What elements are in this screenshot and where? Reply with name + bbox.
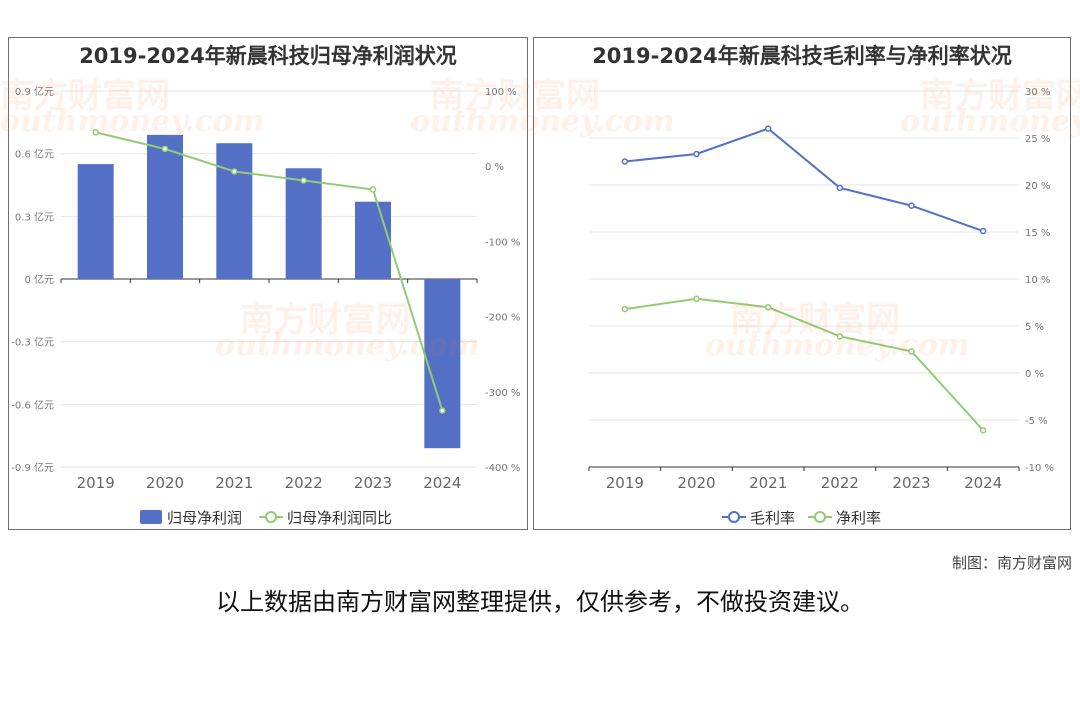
chart-title: 2019-2024年新晨科技毛利率与净利率状况 <box>592 44 1012 68</box>
line-series-0 <box>624 127 984 233</box>
chart-panel-margins: 2019-2024年新晨科技毛利率与净利率状况 30 % 25 % 20 % 15 %… <box>533 37 1071 530</box>
legend-label: 净利率 <box>836 509 881 527</box>
bar-2019 <box>77 164 114 279</box>
x-tick-label: 2021 <box>749 474 787 492</box>
point-series-1-2021 <box>764 303 772 311</box>
point-series-0-2021 <box>764 125 772 132</box>
y-right-tick-label: 5 % <box>1025 322 1044 333</box>
y-right-tick-label: 30 % <box>1025 87 1050 98</box>
y-left-tick-label: 0.3 亿元 <box>15 210 54 223</box>
y-right-tick-label: -300 % <box>485 388 520 399</box>
legend-line-marker <box>265 511 277 523</box>
x-tick-label: 2021 <box>215 474 253 492</box>
line-series-1 <box>624 297 984 432</box>
y-right-tick-label: -400 % <box>485 463 520 474</box>
x-tick-label: 2022 <box>285 474 323 492</box>
legend-line-marker <box>814 511 826 523</box>
point-yoy-2024 <box>439 407 446 414</box>
x-tick-label: 2019 <box>77 474 115 492</box>
point-series-0-2023 <box>908 202 915 209</box>
bar-2023 <box>355 201 391 279</box>
point-series-0-2020 <box>693 150 700 158</box>
point-series-1-2023 <box>908 348 915 355</box>
chart-panel-net-profit: 2019-2024年新晨科技归母净利润状况 0.9 亿元 0.6 亿元 0.3 亿元… <box>8 37 528 530</box>
margin-chart: 30 % 25 % 20 % 15 % 10 % 5 % 0 % -5 % -10 % 2019 2… <box>588 87 1054 527</box>
y-right-tick-label: 10 % <box>1025 275 1050 286</box>
line-yoy <box>95 131 444 411</box>
x-tick-label: 2024 <box>964 474 1002 492</box>
point-series-1-2019 <box>621 305 629 313</box>
x-tick-label: 2023 <box>892 474 930 492</box>
bar-2020 <box>147 134 183 279</box>
x-tick-label: 2020 <box>146 474 184 492</box>
chart-credit: 制图：南方财富网 <box>951 554 1072 572</box>
y-right-tick-label: 25 % <box>1025 134 1050 145</box>
y-right-tick-label: 0 % <box>485 162 504 173</box>
point-yoy-2019 <box>92 129 99 136</box>
x-tick-label: 2023 <box>354 474 392 492</box>
point-yoy-2023 <box>369 186 377 193</box>
point-series-0-2022 <box>836 184 844 192</box>
y-right-tick-label: -10 % <box>1025 463 1054 474</box>
point-yoy-2022 <box>300 177 307 184</box>
y-left-tick-label: 0.6 亿元 <box>15 148 54 161</box>
point-yoy-2020 <box>161 145 169 153</box>
point-series-1-2022 <box>836 333 844 340</box>
legend-line-marker <box>728 511 740 523</box>
x-tick-label: 2022 <box>821 474 859 492</box>
y-right-tick-label: 100 % <box>485 87 517 98</box>
bar-2022 <box>285 168 322 279</box>
point-series-0-2024 <box>979 227 987 235</box>
y-left-tick-label: -0.3 亿元 <box>11 336 54 349</box>
y-right-tick-label: 15 % <box>1025 228 1050 239</box>
bar-2021 <box>216 143 253 279</box>
y-left-tick-label: 0.9 亿元 <box>15 85 54 98</box>
x-tick-label: 2019 <box>606 474 644 492</box>
legend-label: 归母净利润 <box>167 509 242 527</box>
legend-label: 毛利率 <box>750 509 795 527</box>
chart-title: 2019-2024年新晨科技归母净利润状况 <box>79 44 457 68</box>
point-series-0-2019 <box>621 158 629 165</box>
y-left-tick-label: 0 亿元 <box>24 273 54 286</box>
x-tick-label: 2024 <box>423 474 461 492</box>
y-right-tick-label: -5 % <box>1025 416 1048 427</box>
y-right-tick-label: -200 % <box>485 313 520 324</box>
legend-label: 归母净利润同比 <box>287 509 392 527</box>
bar-2024 <box>424 279 461 449</box>
net-profit-chart: 0.9 亿元 0.6 亿元 0.3 亿元 0 亿元 -0.3 亿元 -0.6 亿元 -0.9… <box>11 85 520 527</box>
disclaimer-text: 以上数据由南方财富网整理提供，仅供参考，不做投资建议。 <box>216 588 864 616</box>
y-right-tick-label: 20 % <box>1025 181 1050 192</box>
legend-bar-swatch <box>140 510 162 524</box>
point-yoy-2021 <box>231 168 238 175</box>
point-series-1-2024 <box>979 427 987 434</box>
y-left-tick-label: -0.9 亿元 <box>11 461 54 474</box>
y-right-tick-label: -100 % <box>485 237 520 248</box>
y-right-tick-label: 0 % <box>1025 369 1044 380</box>
point-series-1-2020 <box>693 295 700 302</box>
x-tick-label: 2020 <box>677 474 715 492</box>
y-left-tick-label: -0.6 亿元 <box>11 398 54 411</box>
